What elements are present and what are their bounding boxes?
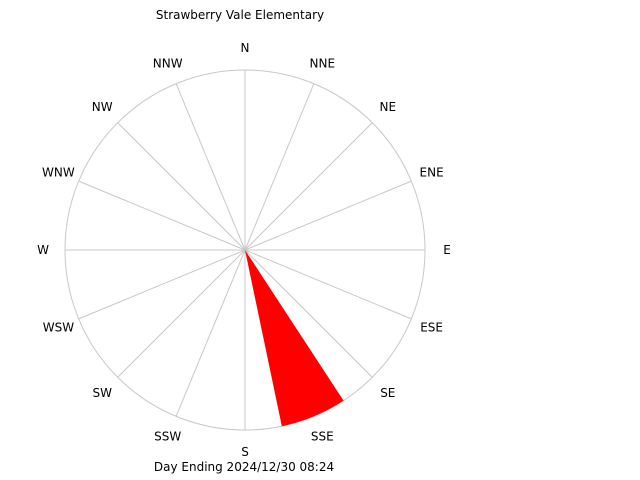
direction-label-ese: ESE [420, 320, 443, 334]
direction-label-ssw: SSW [154, 430, 181, 444]
direction-label-nnw: NNW [153, 56, 183, 70]
chart-footer: Day Ending 2024/12/30 08:24 [154, 460, 334, 474]
spoke-nne [244, 83, 315, 251]
spoke-ne [244, 122, 373, 251]
grid-layer [64, 69, 426, 431]
direction-label-nne: NNE [310, 56, 336, 70]
wedge-sse [245, 250, 344, 427]
spoke-ese [244, 249, 412, 320]
spoke-wsw [78, 249, 246, 320]
spoke-nnw [175, 83, 246, 251]
direction-label-wsw: WSW [43, 320, 74, 334]
direction-label-e: E [443, 243, 451, 257]
chart-title: Strawberry Vale Elementary [156, 8, 324, 22]
spoke-nw [117, 122, 246, 251]
spoke-ene [244, 180, 412, 251]
direction-label-n: N [241, 41, 250, 55]
direction-label-sw: SW [92, 386, 112, 400]
direction-label-w: W [37, 243, 49, 257]
spoke-ssw [175, 249, 246, 417]
direction-label-se: SE [380, 386, 395, 400]
direction-label-sse: SSE [311, 430, 334, 444]
direction-label-ne: NE [380, 100, 397, 114]
spoke-wnw [78, 180, 246, 251]
direction-labels: N NNE NE ENE E ESE SE SSE S SSW SW WSW W WNW NW NNW [37, 41, 451, 459]
spoke-sw [117, 249, 246, 378]
wedge-layer [245, 250, 344, 427]
direction-label-s: S [241, 445, 249, 459]
direction-label-nw: NW [92, 100, 113, 114]
direction-label-ene: ENE [420, 166, 444, 180]
spoke-se [244, 249, 373, 378]
direction-label-wnw: WNW [42, 166, 75, 180]
